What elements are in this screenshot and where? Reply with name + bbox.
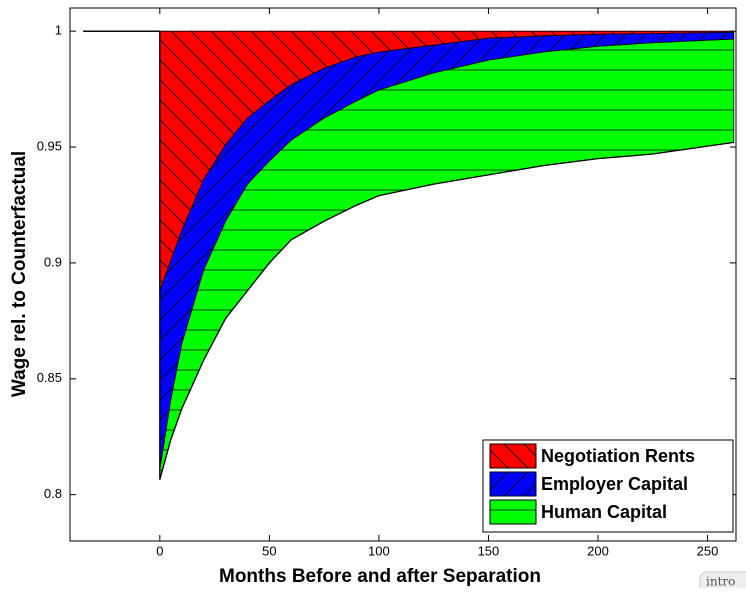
x-tick-label: 250	[697, 543, 719, 558]
y-axis-title: Wage rel. to Counterfactual	[9, 151, 30, 397]
legend-swatch-hatch	[489, 443, 537, 469]
badge: intro	[706, 575, 735, 589]
plot-frame	[69, 7, 737, 542]
y-tick-label: 0.8	[44, 486, 62, 501]
x-tick-label: 150	[478, 543, 500, 558]
legend-swatch-hatch	[489, 499, 537, 525]
legend-label: Human Capital	[541, 502, 667, 522]
baseline-line	[83, 30, 734, 480]
x-tick-label: 100	[368, 543, 390, 558]
x-axis-title: Months Before and after Separation	[219, 566, 541, 587]
x-tick-label: 50	[262, 543, 276, 558]
y-tick-label: 0.85	[37, 370, 62, 385]
legend: Negotiation Rents Employer Capital Human C…	[482, 439, 734, 533]
legend-label: Negotiation Rents	[541, 446, 695, 466]
legend-label: Employer Capital	[541, 474, 688, 494]
y-tick-label: 0.9	[44, 254, 62, 269]
area-hatch	[83, 30, 735, 291]
y-tick-label: 1	[55, 23, 62, 38]
legend-swatch-hatch	[489, 471, 537, 497]
y-tick-label: 0.95	[37, 138, 62, 153]
x-tick-label: 200	[587, 543, 609, 558]
x-tick-label: 0	[156, 543, 163, 558]
